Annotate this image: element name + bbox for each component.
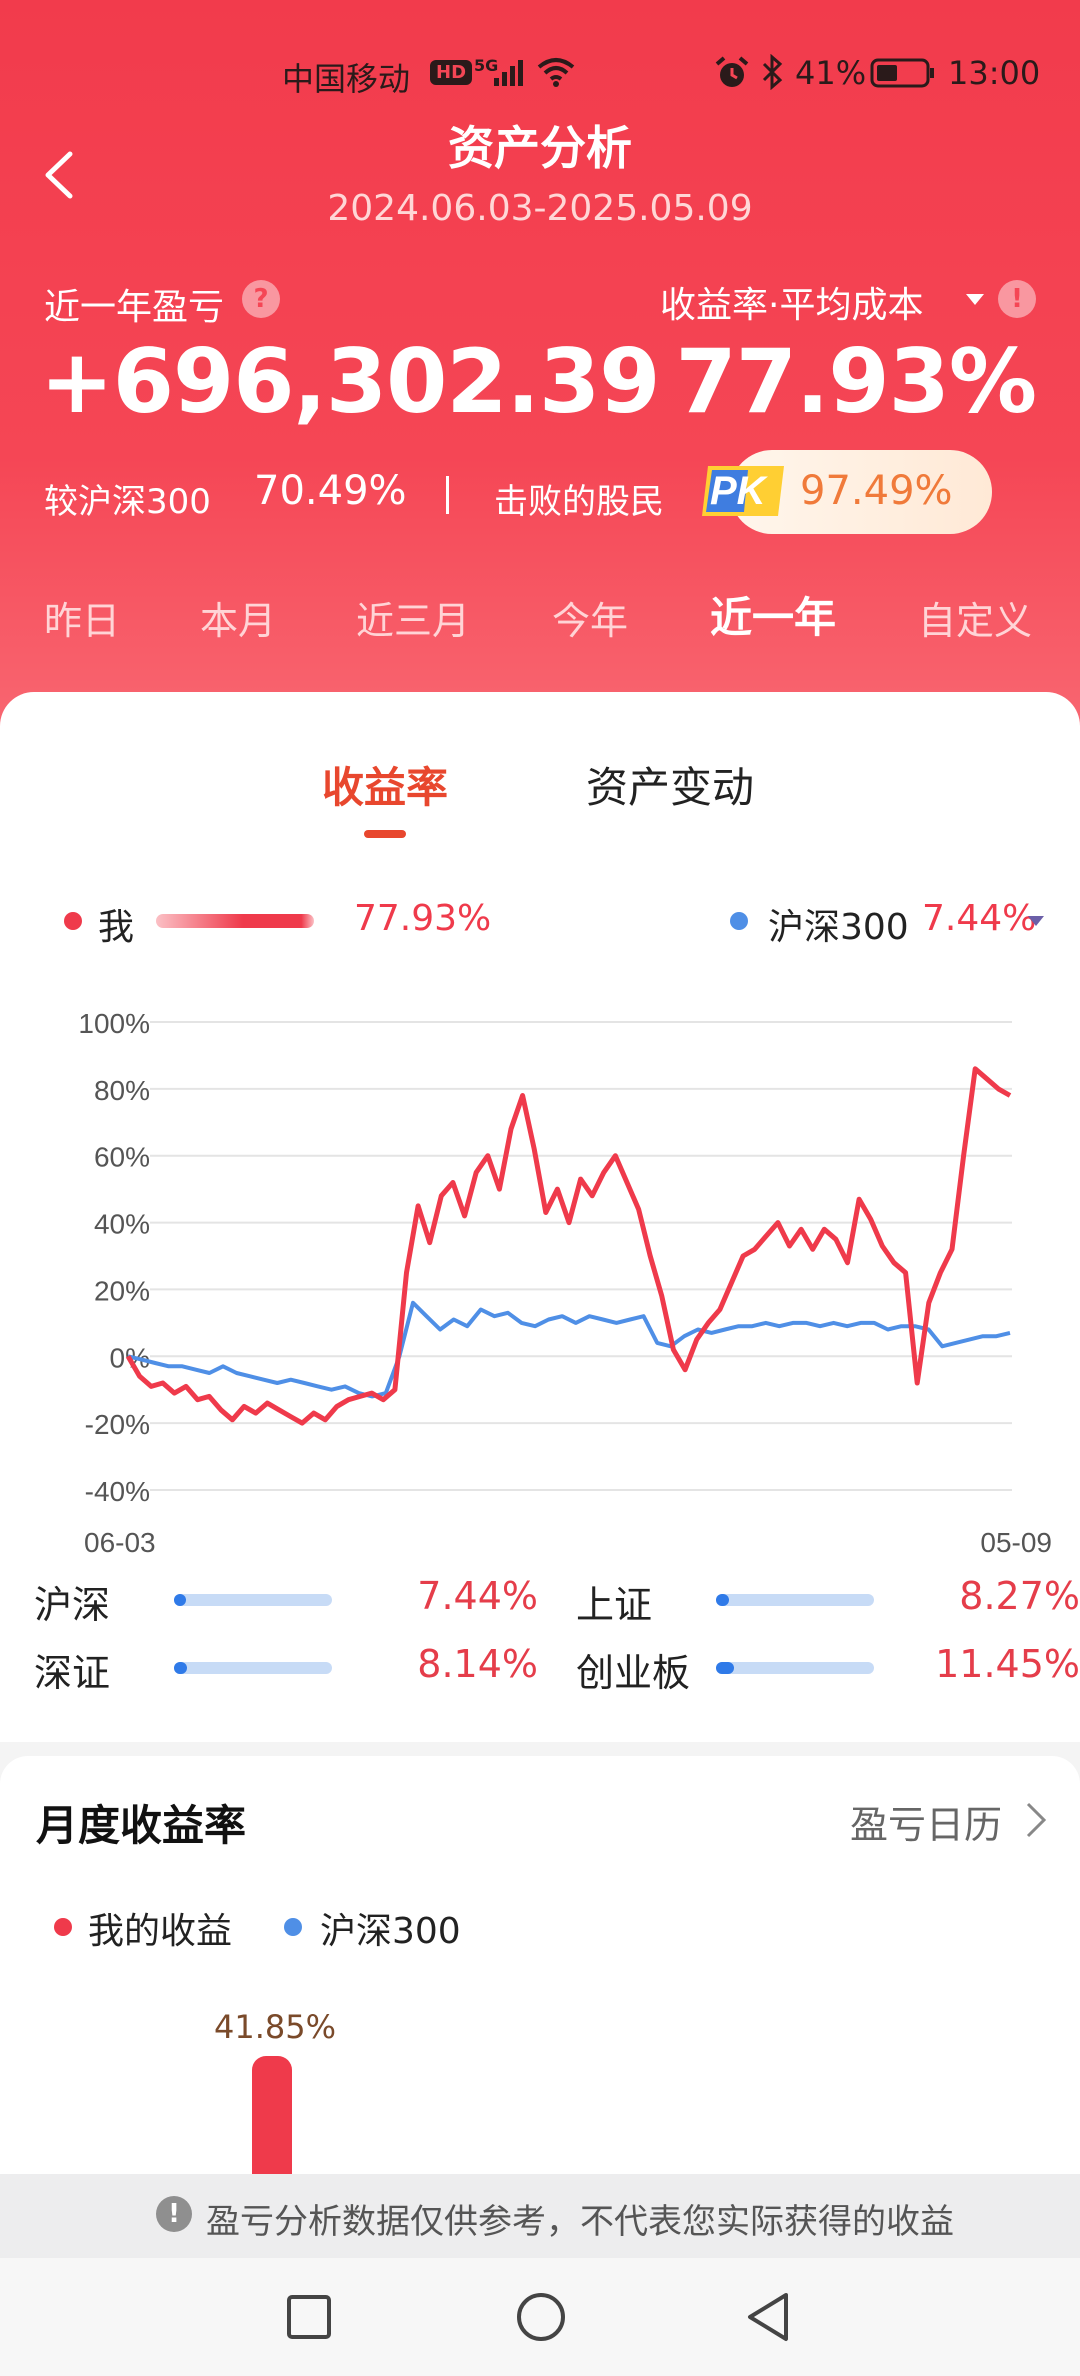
network-badge: 5G (474, 56, 499, 75)
index-track (174, 1594, 332, 1606)
date-range: 2024.06.03-2025.05.09 (327, 188, 753, 229)
header: 中国移动 HD 5G 41% 13:00 资产分析 2024. (0, 0, 1080, 760)
legend-benchmark-selector[interactable]: 沪深300 (768, 907, 909, 948)
legend-me-bar (156, 914, 314, 928)
index-value: 8.27% (959, 1574, 1080, 1618)
alarm-icon (715, 56, 749, 87)
index-value: 11.45% (935, 1642, 1080, 1686)
monthly-title: 月度收益率 (36, 1801, 247, 1850)
pk-badge-icon[interactable]: PK (698, 460, 790, 522)
return-chart[interactable]: 100%80%60%40%20%0%-20%-40%06-03 05-09 (0, 982, 1080, 1562)
me-dot-icon (64, 912, 82, 930)
index-name: 上证 (576, 1583, 653, 1627)
chevron-right-icon[interactable] (1024, 1800, 1048, 1840)
pnl-label: 近一年盈亏 (44, 287, 225, 328)
index-fill (716, 1594, 730, 1606)
bluetooth-icon (762, 54, 783, 90)
index-name: 沪深 (34, 1583, 111, 1627)
chart-card: 收益率 资产变动 我 77.93% 沪深300 7.44% 100% 80% 60%… (0, 692, 1080, 1742)
monthly-legend-hs300: 沪深300 (320, 1911, 461, 1952)
index-fill (174, 1662, 187, 1674)
y-tick-label: 80% (94, 1075, 150, 1106)
active-tab-indicator (364, 830, 406, 838)
hs300-line (127, 1300, 1011, 1399)
index-value: 8.14% (417, 1642, 538, 1686)
period-tab-1[interactable]: 本月 (200, 599, 277, 643)
hs300-dot-icon (284, 1918, 302, 1936)
rate-value: 77.93% (675, 330, 1037, 433)
battery-percent: 41% (795, 54, 867, 92)
y-tick-label: 60% (94, 1142, 150, 1173)
monthly-card: 月度收益率 盈亏日历 我的收益 沪深300 41.85% (0, 1756, 1080, 2196)
legend-me-value: 77.93% (354, 898, 492, 939)
disclaimer-text: 盈亏分析数据仅供参考，不代表您实际获得的收益 (206, 2202, 954, 2242)
rate-method-selector[interactable]: 收益率·平均成本 (660, 285, 924, 326)
wifi-icon (537, 58, 575, 87)
back-icon[interactable] (744, 2290, 794, 2344)
period-tab-3[interactable]: 今年 (552, 599, 629, 643)
pnl-calendar-link[interactable]: 盈亏日历 (850, 1803, 1003, 1847)
recents-icon[interactable] (286, 2294, 332, 2340)
period-tabs: 昨日 本月 近三月 今年 近一年 自定义 (0, 590, 1080, 660)
x-tick-label: 06-03 (84, 1527, 156, 1558)
y-tick-label: 20% (94, 1275, 150, 1306)
caret-down-icon[interactable] (1028, 916, 1044, 926)
disclaimer: ! 盈亏分析数据仅供参考，不代表您实际获得的收益 (0, 2174, 1080, 2258)
monthly-legend-me: 我的收益 (88, 1911, 233, 1952)
index-fill (716, 1662, 735, 1674)
tab-return-rate[interactable]: 收益率 (322, 763, 449, 812)
index-name: 深证 (34, 1651, 111, 1695)
my-return-line (125, 1066, 1012, 1426)
legend-hs300-value: 7.44% (922, 898, 1037, 939)
period-tab-2[interactable]: 近三月 (356, 599, 471, 643)
beat-label: 击败的股民 (494, 482, 664, 522)
caret-down-icon[interactable] (966, 294, 984, 305)
page-title: 资产分析 (448, 121, 632, 175)
y-tick-label: -40% (85, 1476, 150, 1507)
index-track (716, 1662, 874, 1674)
index-fill (174, 1594, 186, 1606)
monthly-bar-label: 41.85% (214, 2008, 337, 2046)
back-button[interactable] (30, 140, 90, 210)
signal-icon (494, 60, 523, 86)
tab-asset-change[interactable]: 资产变动 (586, 763, 755, 812)
period-tab-5[interactable]: 自定义 (918, 599, 1033, 643)
clock: 13:00 (948, 54, 1041, 92)
hd-badge: HD (430, 60, 473, 85)
index-track (174, 1662, 332, 1674)
divider (446, 476, 449, 514)
index-value: 7.44% (417, 1574, 538, 1618)
benchmark-value: 70.49% (254, 468, 407, 514)
index-track (716, 1594, 874, 1606)
index-name: 创业板 (576, 1651, 691, 1695)
battery-icon (870, 58, 934, 88)
beat-value: 97.49% (800, 468, 953, 514)
home-icon[interactable] (514, 2290, 568, 2344)
system-nav-bar (0, 2258, 1080, 2376)
help-icon[interactable]: ? (242, 280, 280, 318)
y-tick-label: -20% (85, 1409, 150, 1440)
monthly-bar[interactable] (252, 2056, 292, 2196)
x-tick-label: 05-09 (980, 1527, 1052, 1558)
info-icon[interactable]: ! (998, 280, 1036, 318)
index-grid: 沪深 7.44% 上证 8.27% 深证 8.14% 创业板 11.45% (0, 1574, 1080, 1724)
benchmark-label: 较沪深300 (44, 482, 211, 522)
svg-text:PK: PK (710, 469, 769, 513)
y-tick-label: 40% (94, 1209, 150, 1240)
hs300-dot-icon (730, 912, 748, 930)
carrier-name: 中国移动 (282, 60, 411, 98)
me-dot-icon (54, 1918, 72, 1936)
pnl-value: +696,302.39 (40, 330, 660, 433)
y-tick-label: 100% (78, 1008, 150, 1039)
chart-legend: 我 77.93% 沪深300 7.44% (0, 892, 1080, 952)
period-tab-0[interactable]: 昨日 (44, 599, 121, 643)
period-tab-4[interactable]: 近一年 (710, 593, 837, 642)
legend-me-label: 我 (98, 907, 135, 948)
info-icon: ! (156, 2196, 192, 2232)
status-bar: 中国移动 HD 5G 41% 13:00 (0, 40, 1080, 110)
